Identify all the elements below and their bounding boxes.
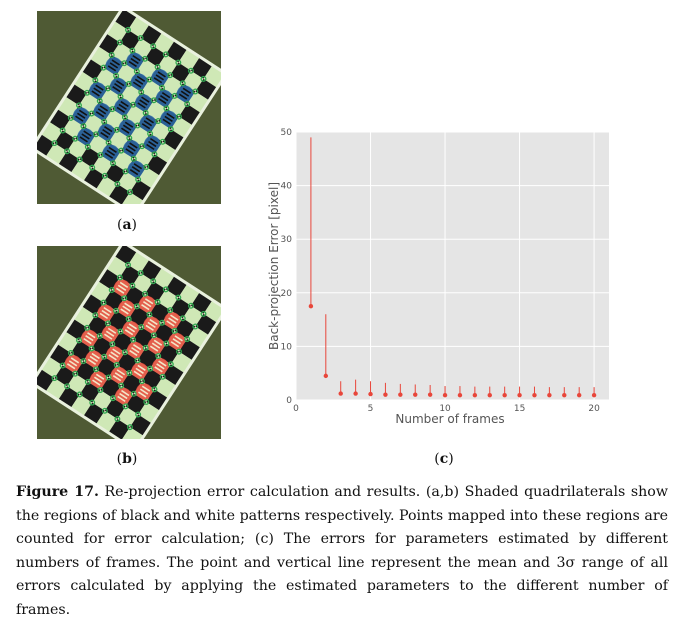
y-tick-label: 40 <box>281 182 293 192</box>
mean-point <box>308 304 314 309</box>
x-tick-label: 10 <box>439 404 451 414</box>
mean-point <box>338 391 343 396</box>
y-tick-label: 50 <box>281 128 293 138</box>
photo-a-blue-regions <box>37 11 221 204</box>
mean-point <box>383 392 388 397</box>
caption-text: Re-projection error calculation and resu… <box>16 484 668 618</box>
y-tick-label: 30 <box>281 235 293 245</box>
mean-point <box>323 373 329 379</box>
checkerboard <box>37 246 221 439</box>
mean-point <box>472 392 478 398</box>
mean-point <box>487 392 492 398</box>
y-tick-label: 10 <box>281 342 293 352</box>
x-tick-label: 5 <box>368 404 374 414</box>
panel-label-b: (b) <box>116 451 138 467</box>
y-tick-label: 0 <box>286 396 292 406</box>
mean-point <box>591 392 597 398</box>
y-axis-label: Back-projection Error [pixel] <box>267 182 281 350</box>
mean-point <box>517 392 522 398</box>
plot-area <box>296 132 609 400</box>
checkerboard <box>37 11 221 204</box>
mean-point <box>576 392 582 398</box>
mean-point <box>413 392 418 397</box>
y-tick-label: 20 <box>281 289 293 299</box>
x-axis-label: Number of frames <box>395 412 504 426</box>
mean-point <box>368 391 373 397</box>
error-chart: 0 10 20 30 40 50 0 5 10 15 20 Number of frames Bac… <box>267 128 609 426</box>
figure-label: Figure 17. <box>16 484 99 500</box>
mean-point <box>398 392 403 397</box>
mean-point <box>502 392 507 398</box>
mean-point <box>562 392 567 398</box>
mean-point <box>547 392 552 398</box>
photo-b-red-regions <box>37 246 221 439</box>
x-tick-label: 15 <box>514 404 525 414</box>
mean-point <box>427 392 433 397</box>
mean-point <box>353 391 358 396</box>
panel-label-a: (a) <box>116 217 137 233</box>
mean-point <box>532 392 537 398</box>
mean-point <box>457 392 463 398</box>
x-tick-label: 0 <box>293 404 299 414</box>
panel-label-c: (c) <box>434 451 454 467</box>
x-tick-label: 20 <box>588 404 600 414</box>
mean-point <box>442 392 448 398</box>
figure-caption: Figure 17. Re-projection error calculati… <box>16 481 668 622</box>
